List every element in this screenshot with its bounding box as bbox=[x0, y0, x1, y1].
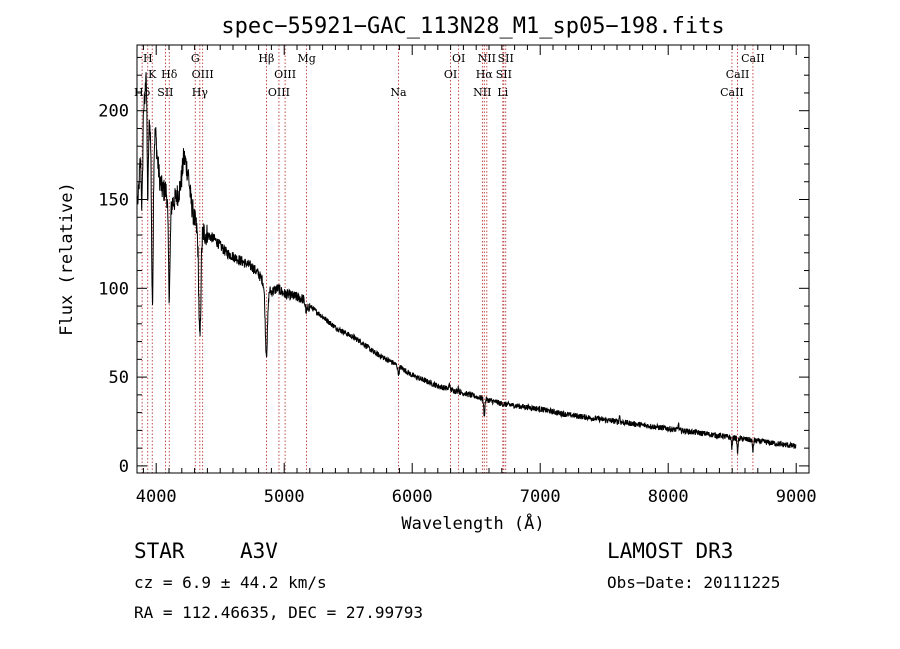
spectral-line-label: SII bbox=[157, 86, 173, 99]
x-axis-label: Wavelength (Å) bbox=[401, 512, 544, 534]
y-axis-tick-labels: 0 50 100 150 200 bbox=[98, 102, 129, 477]
coordinates-text: RA = 112.46635, DEC = 27.99793 bbox=[134, 603, 423, 622]
spectral-line-label: OIII bbox=[268, 86, 290, 99]
spectral-line-label: G bbox=[191, 52, 200, 65]
spectral-line-label: CaII bbox=[726, 68, 750, 81]
spectral-line-label: CaII bbox=[741, 52, 765, 65]
x-axis-ticks bbox=[142, 45, 810, 473]
y-tick-label: 200 bbox=[98, 102, 129, 122]
redshift-text: cz = 6.9 ± 44.2 km/s bbox=[134, 573, 327, 592]
x-axis-tick-labels: 4000 5000 6000 7000 8000 9000 bbox=[136, 487, 817, 507]
spectral-line-label: SII bbox=[496, 68, 512, 81]
spectral-line-label: OIII bbox=[274, 68, 296, 81]
y-axis-label: Flux (relative) bbox=[57, 182, 77, 336]
x-tick-label: 9000 bbox=[776, 487, 817, 507]
spectral-line-label: OI bbox=[444, 68, 457, 81]
x-tick-label: 8000 bbox=[648, 487, 689, 507]
spectral-line-label: SII bbox=[498, 52, 514, 65]
survey-name: LAMOST DR3 bbox=[607, 539, 734, 563]
spectral-line-label: Hβ bbox=[258, 52, 274, 65]
x-tick-label: 7000 bbox=[520, 487, 561, 507]
spectral-line-label: Hγ bbox=[192, 86, 209, 99]
spectral-line-label: Hδ bbox=[161, 68, 178, 81]
y-tick-label: 50 bbox=[109, 368, 129, 388]
spectral-line-label: NII bbox=[473, 86, 491, 99]
spectrum-line bbox=[137, 72, 797, 455]
y-axis-ticks bbox=[137, 56, 809, 467]
observation-date: Obs−Date: 20111225 bbox=[607, 573, 781, 592]
spectral-line-label: Hδ bbox=[134, 86, 151, 99]
spectral-line-label: Hα bbox=[476, 68, 494, 81]
spectral-line-label: NII bbox=[478, 52, 496, 65]
spectral-line-label: Li bbox=[497, 86, 508, 99]
spectral-line-label: OI bbox=[452, 52, 465, 65]
spectral-line-label: H bbox=[143, 52, 153, 65]
x-tick-label: 6000 bbox=[392, 487, 433, 507]
x-tick-label: 4000 bbox=[136, 487, 177, 507]
spectral-line-label: K bbox=[148, 68, 157, 81]
spectral-subclass: A3V bbox=[240, 539, 278, 563]
plot-frame bbox=[136, 44, 810, 474]
chart-title: spec−55921−GAC_113N28_M1_sp05−198.fits bbox=[221, 14, 724, 39]
spectral-line-label: CaII bbox=[720, 86, 744, 99]
spectral-line-label: Na bbox=[390, 86, 407, 99]
spectral-line-label: Mg bbox=[297, 52, 315, 65]
y-tick-label: 150 bbox=[98, 191, 129, 211]
spectral-line-label: OIII bbox=[192, 68, 214, 81]
y-tick-label: 0 bbox=[119, 457, 129, 477]
y-tick-label: 100 bbox=[98, 279, 129, 299]
object-class: STAR bbox=[134, 539, 185, 563]
spectral-line-markers bbox=[141, 45, 754, 473]
x-tick-label: 5000 bbox=[264, 487, 305, 507]
